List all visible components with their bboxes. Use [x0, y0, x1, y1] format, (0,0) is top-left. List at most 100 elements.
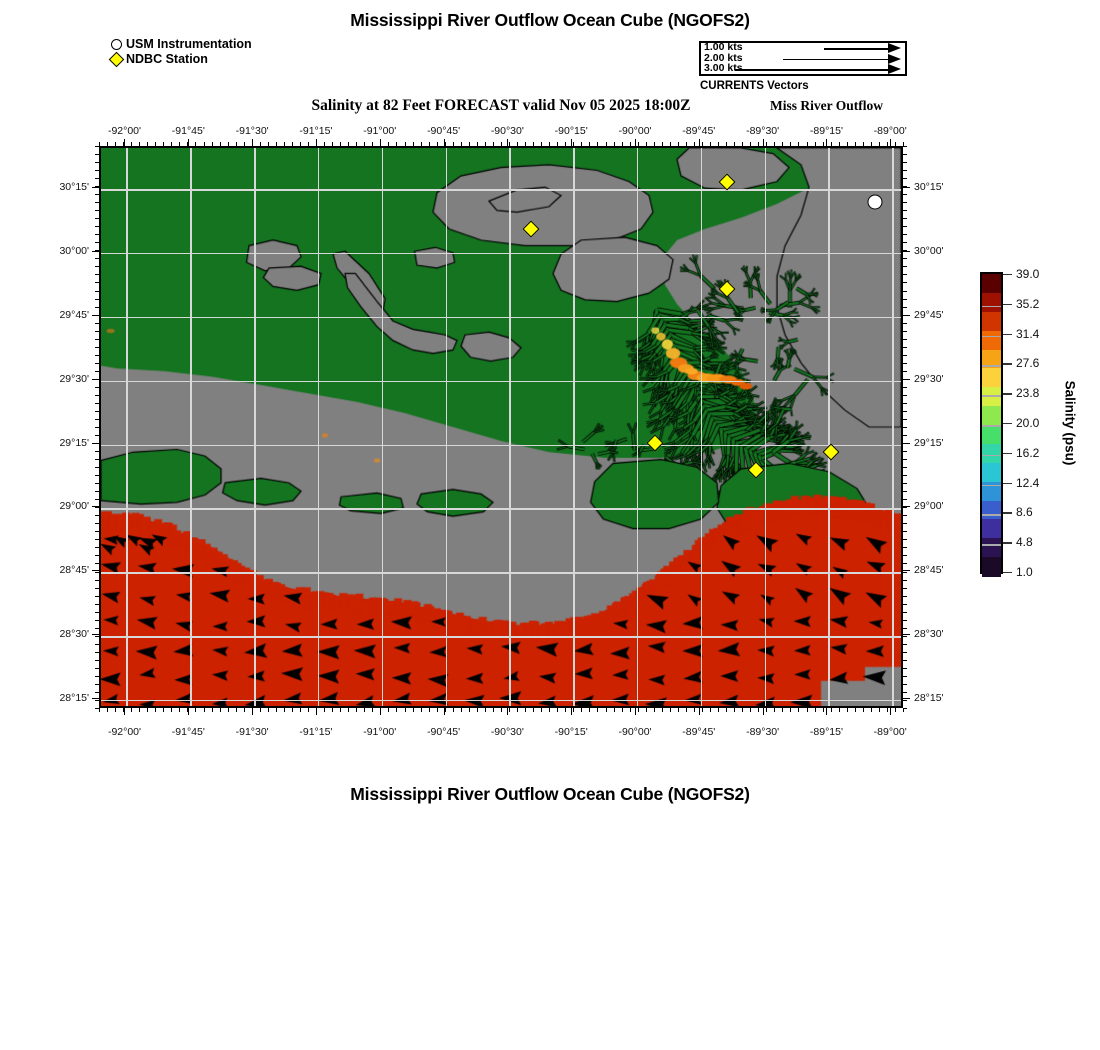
axis-minor-tick	[251, 708, 253, 712]
axis-minor-tick	[903, 499, 907, 501]
axis-minor-tick	[179, 708, 181, 712]
axis-minor-tick	[484, 708, 486, 712]
axis-label-y-right: 28°45'	[914, 564, 944, 577]
axis-minor-tick	[726, 708, 728, 712]
vector-shaft	[783, 58, 888, 61]
usm-instrumentation-marker[interactable]	[867, 194, 883, 210]
axis-label-x-bottom: -90°00'	[618, 726, 652, 738]
axis-label-x-top: -91°00'	[363, 125, 397, 137]
colorbar-segment	[982, 368, 1001, 388]
axis-label-x-top: -90°15'	[554, 125, 588, 137]
axis-minor-tick	[870, 708, 872, 712]
colorbar-tick-label: 31.4	[1016, 326, 1040, 341]
axis-minor-tick	[903, 418, 907, 420]
axis-minor-tick	[259, 708, 261, 712]
axis-minor-tick	[316, 708, 318, 712]
axis-label-y-right: 28°30'	[914, 628, 944, 641]
axis-tick	[92, 251, 99, 253]
axis-minor-tick	[903, 202, 907, 204]
colorbar-segment	[982, 538, 1001, 558]
colorbar-segment	[982, 443, 1001, 464]
axis-minor-tick	[903, 563, 907, 565]
axis-minor-tick	[903, 170, 907, 172]
axis-minor-tick	[468, 708, 470, 712]
axis-minor-tick	[903, 475, 907, 477]
axis-minor-tick	[830, 708, 832, 712]
axis-tick	[252, 708, 254, 715]
axis-tick	[92, 697, 99, 699]
gridline-horizontal	[101, 253, 901, 255]
colorbar-divider	[982, 335, 1001, 338]
vector-legend-row: 2.00 kts	[701, 52, 905, 64]
colorbar-divider	[982, 425, 1001, 427]
axis-minor-tick	[903, 635, 907, 637]
axis-minor-tick	[903, 330, 907, 332]
axis-minor-tick	[903, 186, 907, 188]
gridline-vertical	[509, 148, 511, 706]
axis-minor-tick	[460, 708, 462, 712]
axis-tick	[443, 139, 445, 146]
axis-label-y-right: 29°15'	[914, 436, 944, 449]
colorbar-divider	[982, 305, 1001, 308]
axis-label-y-right: 30°00'	[914, 245, 944, 258]
axis-minor-tick	[645, 708, 647, 712]
axis-minor-tick	[444, 708, 446, 712]
vector-legend-label: 1.00 kts	[704, 41, 743, 53]
axis-tick	[92, 634, 99, 636]
colorbar-segment	[982, 292, 1001, 313]
axis-minor-tick	[903, 708, 904, 712]
legend-label-usm: USM Instrumentation	[126, 37, 252, 51]
axis-minor-tick	[766, 708, 768, 712]
current-vector-legend: 1.00 kts 2.00 kts 3.00 kts	[699, 41, 907, 76]
gridline-vertical	[317, 148, 320, 706]
axis-minor-tick	[903, 378, 907, 380]
axis-tick	[635, 708, 637, 715]
gridline-vertical	[190, 148, 192, 706]
axis-label-x-bottom: -91°15'	[299, 726, 333, 738]
colorbar-tick-label: 35.2	[1016, 296, 1040, 311]
axis-minor-tick	[525, 708, 527, 712]
axis-minor-tick	[653, 708, 655, 712]
axis-tick	[903, 634, 910, 636]
axis-label-x-top: -91°15'	[299, 125, 333, 137]
axis-minor-tick	[903, 386, 907, 388]
axis-minor-tick	[734, 708, 736, 712]
axis-minor-tick	[131, 708, 133, 712]
axis-minor-tick	[420, 708, 422, 712]
circle-marker-icon	[110, 38, 123, 51]
axis-minor-tick	[243, 708, 245, 712]
axis-minor-tick	[903, 555, 907, 557]
vector-legend-row: 1.00 kts	[701, 41, 905, 54]
axis-label-x-bottom: -89°15'	[809, 726, 843, 738]
gridline-horizontal	[101, 380, 901, 383]
axis-minor-tick	[581, 708, 583, 712]
axis-minor-tick	[227, 708, 229, 712]
colorbar-segment	[982, 330, 1001, 351]
axis-minor-tick	[436, 708, 438, 712]
axis-minor-tick	[903, 699, 907, 701]
axis-minor-tick	[903, 708, 907, 709]
axis-tick	[315, 708, 317, 715]
axis-tick	[903, 378, 910, 380]
axis-label-x-bottom: -91°45'	[171, 726, 205, 738]
axis-minor-tick	[903, 314, 907, 316]
axis-minor-tick	[903, 162, 907, 164]
colorbar-divider	[982, 365, 1001, 367]
axis-minor-tick	[903, 354, 907, 356]
colorbar-tick-label: 16.2	[1016, 445, 1040, 460]
axis-minor-tick	[742, 708, 744, 712]
axis-minor-tick	[903, 346, 907, 348]
current-vector-caption: CURRENTS Vectors	[700, 80, 809, 92]
gridline-horizontal	[101, 316, 901, 319]
axis-minor-tick	[814, 708, 816, 712]
axis-minor-tick	[565, 708, 567, 712]
axis-minor-tick	[492, 708, 494, 712]
axis-minor-tick	[300, 708, 301, 712]
colorbar-tick	[1003, 303, 1012, 306]
colorbar-tick-label: 39.0	[1016, 267, 1040, 281]
axis-tick	[92, 378, 99, 380]
axis-minor-tick	[702, 708, 703, 712]
axis-minor-tick	[693, 708, 695, 712]
axis-label-x-top: -91°30'	[235, 125, 269, 137]
axis-minor-tick	[782, 708, 784, 712]
